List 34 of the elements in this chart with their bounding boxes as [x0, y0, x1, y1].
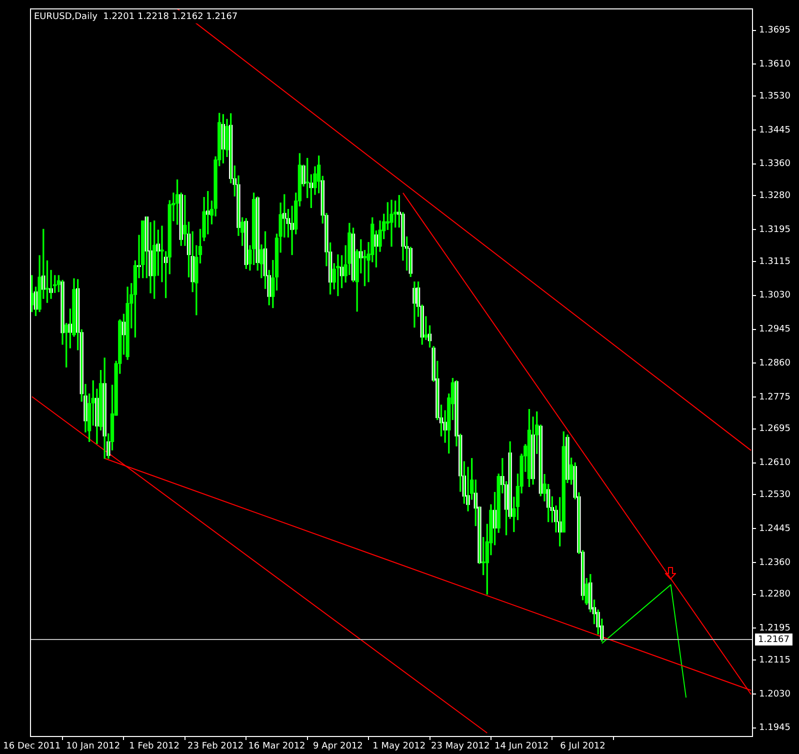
y-tick-label: 1.3695 [759, 26, 790, 36]
y-tick-label: 1.2610 [759, 458, 791, 468]
x-tick-label: 9 Apr 2012 [312, 742, 363, 752]
x-tick-label: 1 Feb 2012 [129, 742, 180, 752]
ref-line-label: 1.2167 [758, 634, 790, 645]
x-tick-label: 23 Feb 2012 [188, 742, 244, 752]
y-tick-label: 1.2030 [759, 689, 791, 700]
y-tick-label: 1.3445 [759, 125, 790, 136]
chart-title: EURUSD,Daily 1.2201 1.2218 1.2162 1.2167 [34, 12, 238, 22]
x-tick-label: 6 Jul 2012 [560, 742, 606, 752]
y-tick-label: 1.2115 [759, 655, 790, 666]
x-tick-label: 23 May 2012 [431, 742, 490, 752]
x-tick-label: 16 Dec 2011 [3, 742, 61, 752]
y-tick-label: 1.3030 [759, 290, 791, 301]
y-tick-label: 1.2945 [759, 324, 790, 335]
x-tick-label: 1 May 2012 [372, 742, 426, 752]
y-tick-label: 1.2195 [759, 624, 790, 634]
y-tick-label: 1.2695 [759, 424, 790, 434]
y-tick-label: 1.2860 [759, 358, 791, 368]
x-tick-label: 10 Jan 2012 [66, 742, 120, 752]
y-tick-label: 1.2280 [759, 590, 791, 600]
x-tick-label: 16 Mar 2012 [248, 742, 306, 752]
y-tick-label: 1.1945 [759, 723, 790, 734]
y-tick-label: 1.3115 [759, 256, 790, 267]
x-tick-label: 14 Jun 2012 [494, 742, 549, 752]
y-tick-label: 1.3360 [759, 159, 791, 170]
y-tick-label: 1.2775 [759, 392, 790, 402]
y-tick-label: 1.2445 [759, 524, 790, 534]
y-tick-label: 1.3530 [759, 91, 791, 102]
y-tick-label: 1.3280 [759, 191, 791, 202]
y-tick-label: 1.2530 [759, 490, 791, 500]
y-tick-label: 1.3610 [759, 60, 791, 70]
y-tick-label: 1.2360 [759, 558, 791, 568]
y-tick-label: 1.3195 [759, 224, 790, 235]
